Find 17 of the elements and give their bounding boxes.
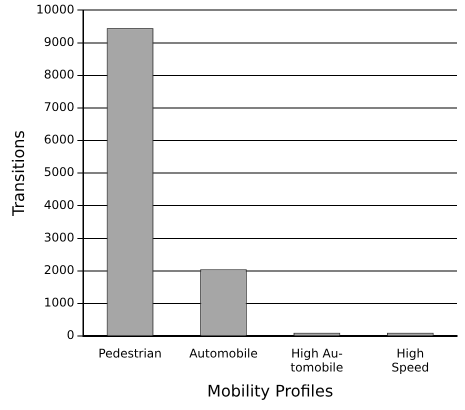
x-tick-label: Pedestrian [98,346,162,360]
y-tick-label: 5000 [44,165,74,180]
y-tick-label: 7000 [44,100,74,114]
y-tick-label: 2000 [44,262,74,277]
y-tick-label: 8000 [44,67,74,82]
y-tick-label: 10000 [36,2,74,16]
x-tick-label: Automobile [189,346,258,360]
y-tick-label: 9000 [44,34,74,49]
y-tick-label: 3000 [44,230,74,244]
y-tick-label: 0 [66,328,74,342]
y-axis-title: Transitions [8,130,28,217]
x-axis-title: Mobility Profiles [207,382,334,401]
y-tick-label: 4000 [44,198,74,212]
x-tick-label: High Speed [391,346,430,375]
y-tick-label: 1000 [44,296,74,310]
y-tick-label: 6000 [44,132,74,147]
x-tick-label: High Au- tomobile [290,346,344,375]
